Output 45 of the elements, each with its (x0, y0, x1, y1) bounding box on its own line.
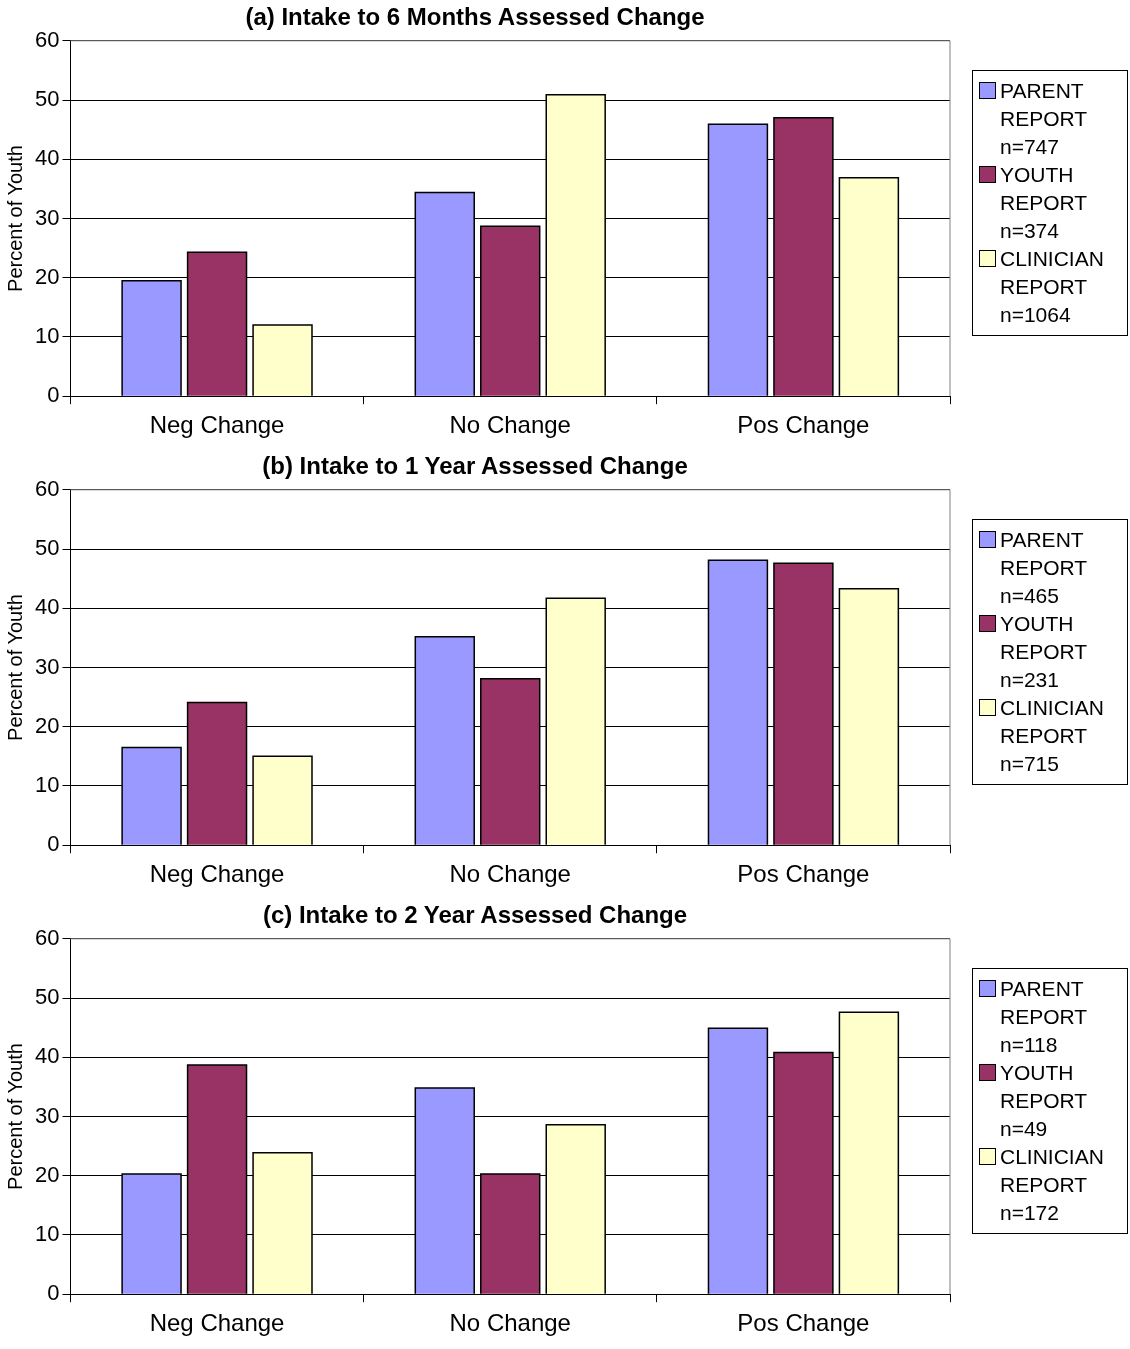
chart-title: (a) Intake to 6 Months Assessed Change (245, 3, 705, 31)
legend-label: YOUTH REPORT n=374 (1000, 162, 1088, 244)
x-tick-label: Pos Change (737, 1309, 870, 1337)
x-tick-label: Neg Change (149, 1309, 285, 1337)
x-tick-label: Neg Change (149, 860, 285, 888)
y-axis-title: Percent of Youth (3, 1043, 26, 1190)
legend-label: PARENT REPORT n=465 (1000, 527, 1088, 609)
legend-label: YOUTH REPORT n=49 (1000, 1060, 1088, 1142)
y-tick-label: 40 (34, 1043, 60, 1069)
y-tick-label: 10 (34, 323, 60, 349)
x-tick-label: Neg Change (149, 411, 285, 439)
y-tick-label: 30 (34, 1102, 60, 1128)
y-tick-label: 40 (34, 594, 60, 620)
legend-label: PARENT REPORT n=747 (1000, 78, 1088, 160)
y-tick-label: 50 (34, 86, 60, 112)
x-tick-label: No Change (449, 1309, 571, 1337)
y-tick-label: 20 (34, 712, 60, 738)
y-tick-label: 50 (34, 535, 60, 561)
x-tick-label: Pos Change (737, 860, 870, 888)
y-axis-title: Percent of Youth (3, 594, 26, 741)
y-tick-label: 0 (47, 382, 60, 408)
y-tick-label: 0 (47, 831, 60, 857)
y-tick-label: 30 (34, 204, 60, 230)
y-tick-label: 0 (47, 1280, 60, 1306)
y-tick-label: 10 (34, 1221, 60, 1247)
x-tick-label: Pos Change (737, 411, 870, 439)
y-tick-label: 60 (34, 924, 60, 950)
y-tick-label: 20 (34, 1161, 60, 1187)
legend-label: PARENT REPORT n=118 (1000, 976, 1088, 1058)
x-tick-label: No Change (449, 411, 571, 439)
y-tick-label: 40 (34, 145, 60, 171)
legend-label: YOUTH REPORT n=231 (1000, 611, 1088, 693)
y-axis-title: Percent of Youth (3, 145, 26, 292)
chart-title: (b) Intake to 1 Year Assessed Change (262, 452, 688, 480)
y-tick-label: 10 (34, 772, 60, 798)
x-tick-label: No Change (449, 860, 571, 888)
chart-title: (c) Intake to 2 Year Assessed Change (262, 901, 688, 929)
y-tick-label: 60 (34, 26, 60, 52)
y-tick-label: 60 (34, 475, 60, 501)
y-tick-label: 30 (34, 653, 60, 679)
y-tick-label: 50 (34, 984, 60, 1010)
legend-label: CLINICIAN REPORT n=1064 (1000, 246, 1105, 328)
legend-label: CLINICIAN REPORT n=715 (1000, 695, 1105, 777)
legend-label: CLINICIAN REPORT n=172 (1000, 1144, 1105, 1226)
y-tick-label: 20 (34, 263, 60, 289)
